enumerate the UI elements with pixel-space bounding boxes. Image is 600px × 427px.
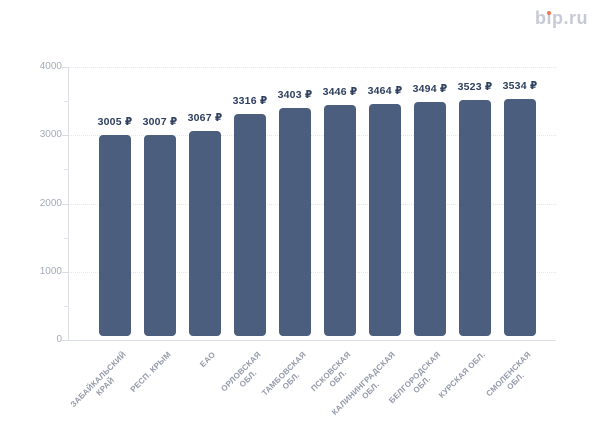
y-tick-3000 <box>62 135 68 137</box>
x-axis-category-label: ТАМБОВСКАЯ ОБЛ. <box>259 350 308 398</box>
gridline-2000 <box>69 203 556 205</box>
bar-value-label: 3523 ₽ <box>457 80 493 93</box>
y-axis-tick-label: 2000 <box>39 197 62 209</box>
gridline-1000 <box>69 271 556 273</box>
bip-logo-i: ı <box>546 8 552 28</box>
y-axis-tick-label: 0 <box>56 334 62 345</box>
y-tick-0 <box>62 340 68 341</box>
bar-6 <box>324 104 356 336</box>
bar-7 <box>369 103 401 336</box>
bar-value-label: 3534 ₽ <box>502 79 538 92</box>
y-minor-tick-3500 <box>64 101 68 103</box>
x-axis-category-label: СМОЛЕНСКАЯ ОБЛ. <box>484 350 533 399</box>
bar-value-label: 3007 ₽ <box>142 115 178 128</box>
x-axis-category-label: КУРСКАЯ ОБЛ. <box>437 350 488 400</box>
bar-4 <box>234 113 266 336</box>
bar-value-label: 3403 ₽ <box>277 88 313 101</box>
y-tick-1000 <box>62 271 68 273</box>
x-axis-category-label: РЕСП. КРЫМ <box>128 350 173 395</box>
x-axis-line <box>68 340 556 341</box>
y-minor-tick-500 <box>64 305 68 307</box>
y-minor-tick-2500 <box>64 169 68 171</box>
x-axis-category-label: ЗАБАЙКАЛЬСКИЙ КРАЙ <box>68 350 128 410</box>
bar-value-label: 3446 ₽ <box>322 85 358 98</box>
bar-value-label: 3494 ₽ <box>412 82 448 95</box>
gridline-4000 <box>69 67 556 68</box>
y-tick-4000 <box>62 67 68 68</box>
bip-ru-logo: bı p.ru <box>534 8 588 28</box>
y-minor-tick-1500 <box>64 237 68 239</box>
bar-2 <box>144 134 176 336</box>
y-tick-2000 <box>62 203 68 205</box>
y-axis-tick-label: 1000 <box>39 265 62 277</box>
bar-value-label: 3005 ₽ <box>97 115 133 128</box>
bar-value-label: 3067 ₽ <box>187 111 223 124</box>
y-axis-line <box>68 67 69 340</box>
bar-3 <box>189 130 221 336</box>
bar-9 <box>459 99 491 336</box>
x-axis-category-label: ЕАО <box>198 350 218 369</box>
bar-value-label: 3316 ₽ <box>232 94 268 107</box>
bip-logo-accent-dot <box>547 10 552 15</box>
y-axis-tick-label: 3000 <box>39 129 62 141</box>
bar-8 <box>414 101 446 336</box>
bar-value-label: 3464 ₽ <box>367 84 403 97</box>
gridline-3000 <box>69 135 556 137</box>
bar-5 <box>279 107 311 336</box>
y-axis-tick-label: 4000 <box>39 61 62 72</box>
bar-1 <box>99 134 131 336</box>
bar-10 <box>504 98 536 336</box>
plot-area: 0 1000 2000 3000 4000 3005 ₽ ЗАБАЙКАЛЬСКИЙ КРА… <box>40 61 556 417</box>
